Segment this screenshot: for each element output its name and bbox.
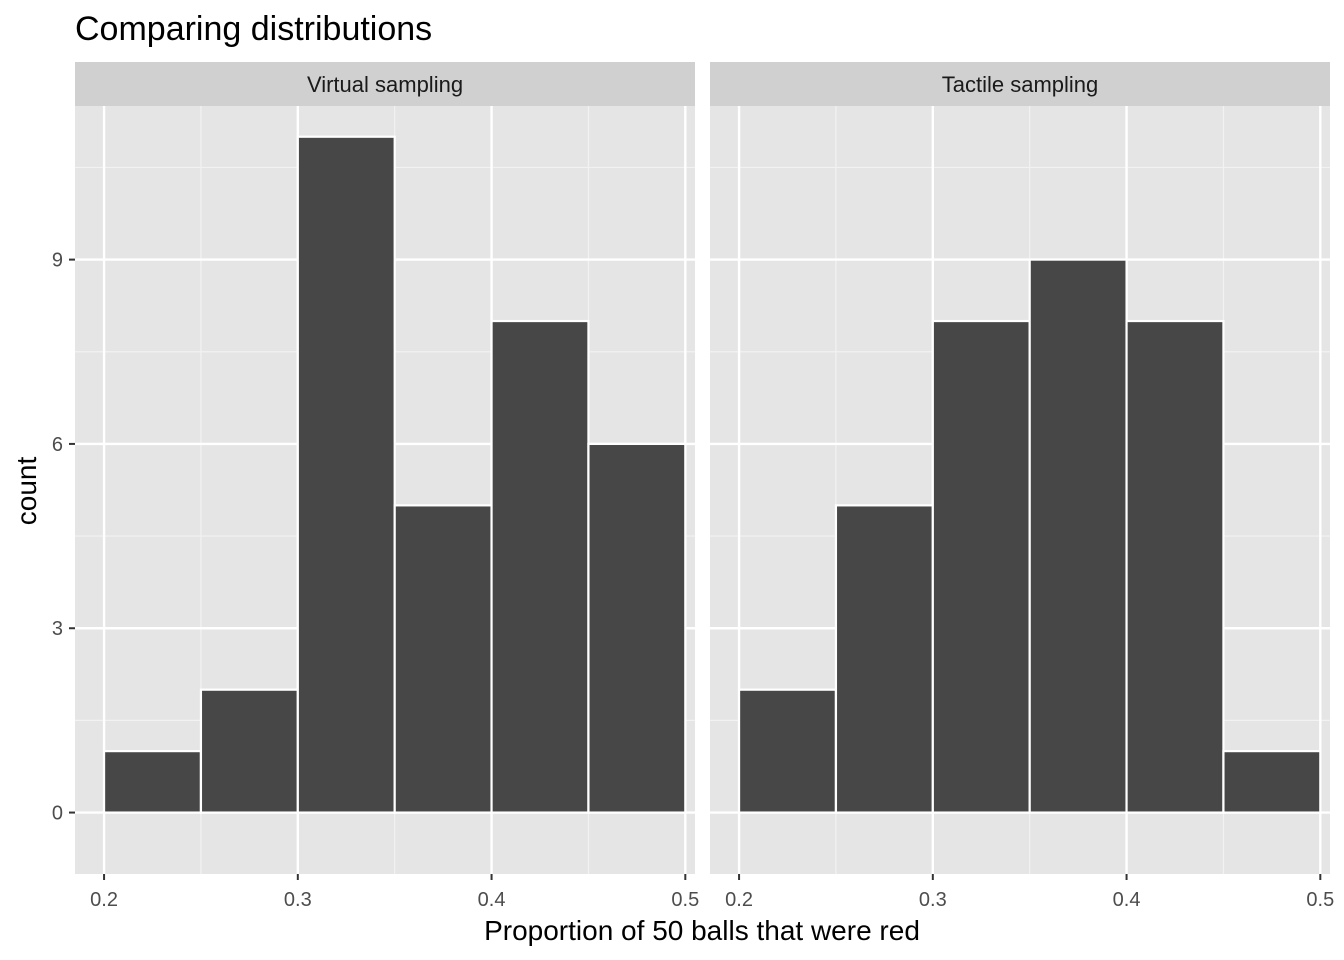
x-tick-label: 0.3 xyxy=(919,889,947,911)
x-tick-label: 0.4 xyxy=(478,889,506,911)
facet-strip xyxy=(75,62,695,106)
y-tick-label: 6 xyxy=(52,434,63,456)
x-tick-label: 0.4 xyxy=(1113,889,1141,911)
x-tick-label: 0.5 xyxy=(671,889,699,911)
x-tick-label: 0.2 xyxy=(90,889,118,911)
y-axis: 0 3 6 9 xyxy=(52,250,75,825)
y-tick-label: 9 xyxy=(52,250,63,272)
facet-strip xyxy=(710,62,1330,106)
x-tick-label: 0.3 xyxy=(284,889,312,911)
y-tick-label: 0 xyxy=(52,803,63,825)
facet-panel-2: Tactile sampling 0.2 0.3 0.4 0.5 xyxy=(710,62,1334,911)
facet-panel-1: Virtual sampling 0.2 0.3 0.4 0.5 xyxy=(75,62,699,911)
histogram-bar xyxy=(199,688,299,814)
histogram-bar xyxy=(490,319,590,814)
histogram-bar xyxy=(587,442,687,814)
x-tick-label: 0.2 xyxy=(725,889,753,911)
histogram-bar xyxy=(834,504,934,814)
y-axis-title: count xyxy=(11,457,42,526)
histogram-bar xyxy=(1125,319,1225,814)
histogram-bar xyxy=(393,504,493,814)
chart-title: Comparing distributions xyxy=(75,10,432,48)
histogram-bar xyxy=(931,319,1031,814)
histogram-bar xyxy=(1028,258,1128,814)
facet-strip-label: Virtual sampling xyxy=(307,72,463,97)
facet-strip-label: Tactile sampling xyxy=(942,72,1099,97)
x-axis-title: Proportion of 50 balls that were red xyxy=(484,915,920,946)
x-tick-label: 0.5 xyxy=(1306,889,1334,911)
histogram-bar xyxy=(296,135,396,814)
histogram-bar xyxy=(102,750,203,814)
histogram-bar xyxy=(1222,750,1322,814)
histogram-bar xyxy=(737,688,838,814)
y-tick-label: 3 xyxy=(52,618,63,640)
